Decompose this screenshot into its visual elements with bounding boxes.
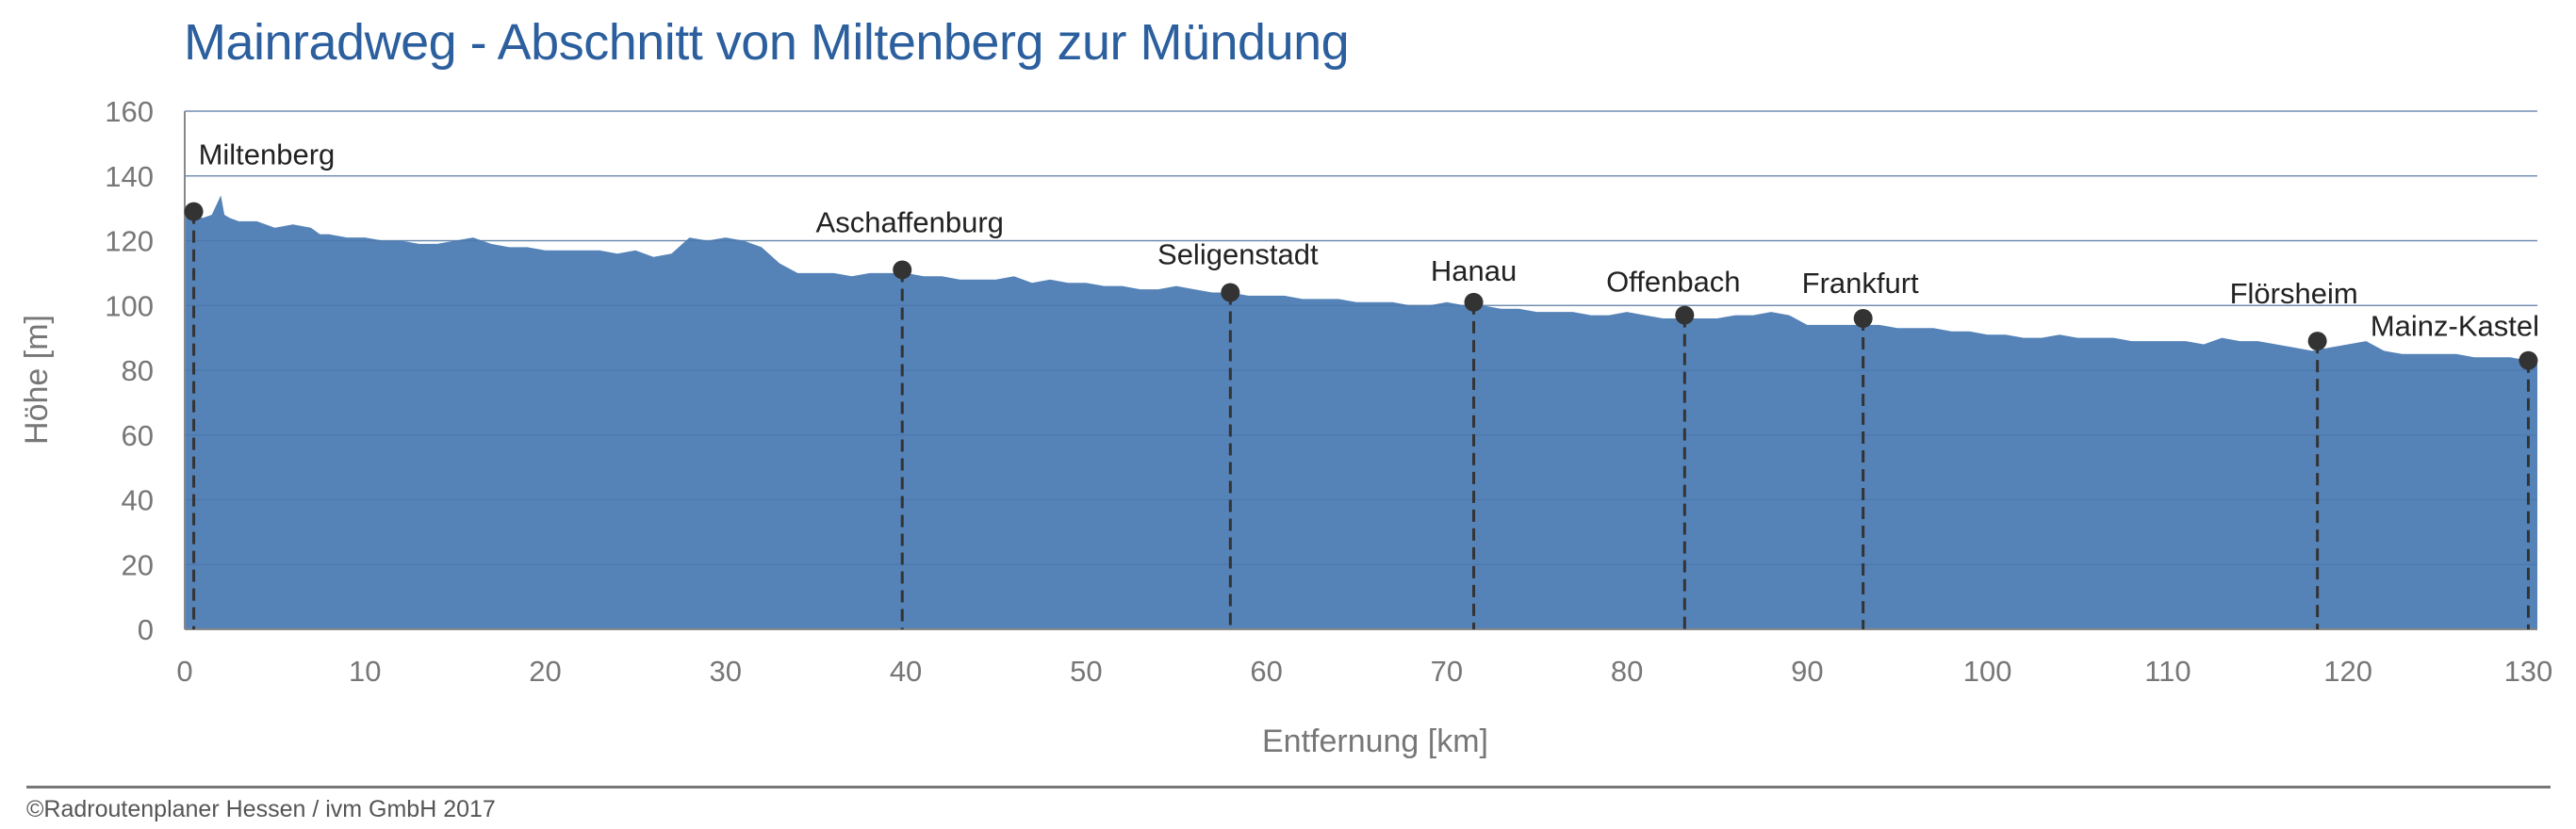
x-tick-label: 30 [710, 655, 742, 688]
x-tick-label: 110 [2144, 655, 2190, 688]
y-tick-label: 40 [122, 484, 154, 517]
city-label: Aschaffenburg [816, 205, 1004, 238]
x-tick-label: 120 [2323, 655, 2372, 688]
x-tick-label: 60 [1250, 655, 1282, 688]
x-tick-label: 0 [176, 655, 192, 688]
x-tick-label: 80 [1611, 655, 1643, 688]
y-tick-label: 120 [105, 225, 154, 258]
y-tick-label: 140 [105, 160, 154, 193]
elevation-area [185, 110, 2537, 629]
city-marker: Mainz-Kastel [2371, 310, 2539, 629]
x-tick-label: 40 [890, 655, 922, 688]
y-tick-label: 0 [138, 613, 154, 646]
x-tick-label: 130 [2504, 655, 2553, 688]
x-tick-label: 50 [1070, 655, 1102, 688]
city-point [2519, 350, 2538, 370]
city-label: Mainz-Kastel [2371, 310, 2539, 343]
city-label: Miltenberg [199, 138, 336, 171]
city-point [1221, 283, 1240, 302]
city-point [1464, 292, 1484, 312]
elevation-area-fill [185, 195, 2537, 629]
city-label: Flörsheim [2230, 277, 2358, 310]
city-label: Hanau [1431, 254, 1517, 287]
y-tick-label: 80 [122, 354, 154, 387]
city-marker: Offenbach [1606, 266, 1741, 629]
y-axis-label: Höhe [m] [19, 315, 55, 445]
city-label: Offenbach [1606, 266, 1740, 299]
y-axis-ticks: 0 20 40 60 80 100 120 140 160 [105, 95, 154, 646]
x-tick-label: 100 [1963, 655, 2012, 688]
city-marker: Seligenstadt [1157, 238, 1319, 629]
footer-divider [26, 786, 2551, 788]
y-tick-label: 100 [105, 289, 154, 322]
y-tick-label: 20 [122, 548, 154, 581]
x-axis-ticks: 0 10 20 30 40 50 60 70 80 90 100 110 120 130 [176, 655, 2552, 688]
city-markers: Miltenberg Aschaffenburg Seligenstadt Hanau… [184, 138, 2539, 629]
city-marker: Aschaffenburg [816, 205, 1004, 629]
city-label: Frankfurt [1802, 267, 1919, 300]
x-tick-label: 10 [349, 655, 381, 688]
y-tick-label: 60 [122, 419, 154, 452]
city-marker: Frankfurt [1802, 267, 1919, 629]
city-point [2307, 332, 2327, 351]
city-point [1853, 309, 1873, 328]
city-marker: Hanau [1431, 254, 1517, 629]
x-tick-label: 90 [1791, 655, 1823, 688]
city-marker: Flörsheim [2230, 277, 2358, 629]
y-tick-label: 160 [105, 95, 154, 128]
x-tick-label: 20 [529, 655, 561, 688]
chart-title: Mainradweg - Abschnitt von Miltenberg zu… [184, 14, 1350, 71]
x-axis-label: Entfernung [km] [1262, 723, 1488, 759]
city-point [184, 202, 204, 221]
y-axis [184, 111, 2537, 630]
city-label: Seligenstadt [1157, 238, 1319, 271]
x-tick-label: 70 [1431, 655, 1463, 688]
city-marker: Miltenberg [184, 138, 336, 629]
copyright-notice: ©Radroutenplaner Hessen / ivm GmbH 2017 [26, 796, 496, 822]
city-point [893, 260, 912, 280]
city-point [1675, 305, 1695, 325]
